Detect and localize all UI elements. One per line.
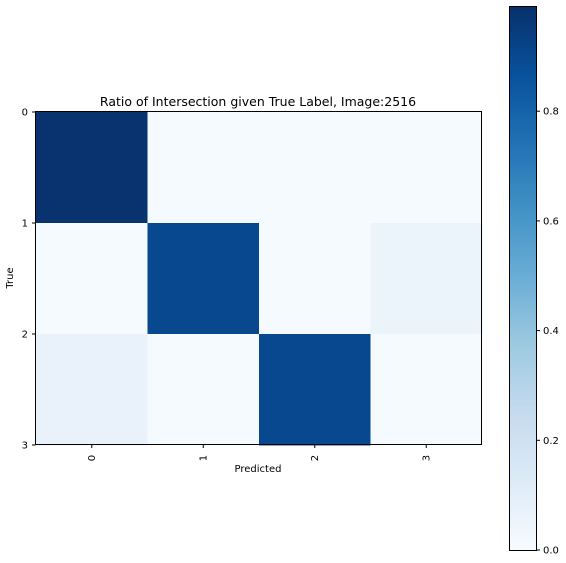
heatmap-cells bbox=[36, 112, 483, 446]
y-axis-label: True bbox=[5, 267, 16, 289]
x-tick-label: 0 bbox=[87, 455, 98, 461]
y-tick-label: 1 bbox=[22, 219, 28, 230]
plot-frame bbox=[35, 111, 482, 445]
heatmap-cell-0-2 bbox=[259, 112, 371, 224]
heatmap-cell-2-3 bbox=[370, 334, 483, 446]
heatmap-cell-2-1 bbox=[147, 334, 260, 446]
colorbar-tick-label: 0.2 bbox=[543, 436, 559, 447]
x-tick-label: 2 bbox=[310, 455, 321, 461]
x-axis-label: Predicted bbox=[235, 464, 282, 475]
chart-title: Ratio of Intersection given True Label, … bbox=[100, 94, 416, 109]
colorbar-tick-label: 0.0 bbox=[543, 546, 559, 557]
heatmap-cell-1-3 bbox=[370, 223, 483, 335]
heatmap-cell-2-2 bbox=[259, 334, 371, 446]
heatmap-cell-0-0 bbox=[36, 112, 148, 224]
y-tick-label: 3 bbox=[22, 441, 28, 452]
y-axis-ticks: 0 1 2 3 bbox=[22, 108, 36, 452]
y-tick-label: 0 bbox=[22, 108, 28, 119]
x-tick-label: 3 bbox=[421, 455, 432, 461]
heatmap-cell-1-1 bbox=[147, 223, 260, 335]
heatmap-cell-1-2 bbox=[259, 223, 371, 335]
colorbar-tick-label: 0.4 bbox=[543, 326, 559, 337]
x-axis-ticks: 0 1 2 3 bbox=[87, 444, 432, 461]
colorbar-ticks: 0.0 0.2 0.4 0.6 0.8 bbox=[536, 107, 559, 557]
colorbar-tick-label: 0.8 bbox=[543, 107, 559, 118]
colorbar-tick-label: 0.6 bbox=[543, 216, 559, 227]
heatmap-cell-2-0 bbox=[36, 334, 148, 446]
heatmap-cell-1-0 bbox=[36, 223, 148, 335]
heatmap-cell-0-1 bbox=[147, 112, 260, 224]
y-tick-label: 2 bbox=[22, 330, 28, 341]
x-tick-label: 1 bbox=[198, 455, 209, 461]
heatmap-cell-0-3 bbox=[370, 112, 483, 224]
colorbar bbox=[509, 6, 537, 551]
